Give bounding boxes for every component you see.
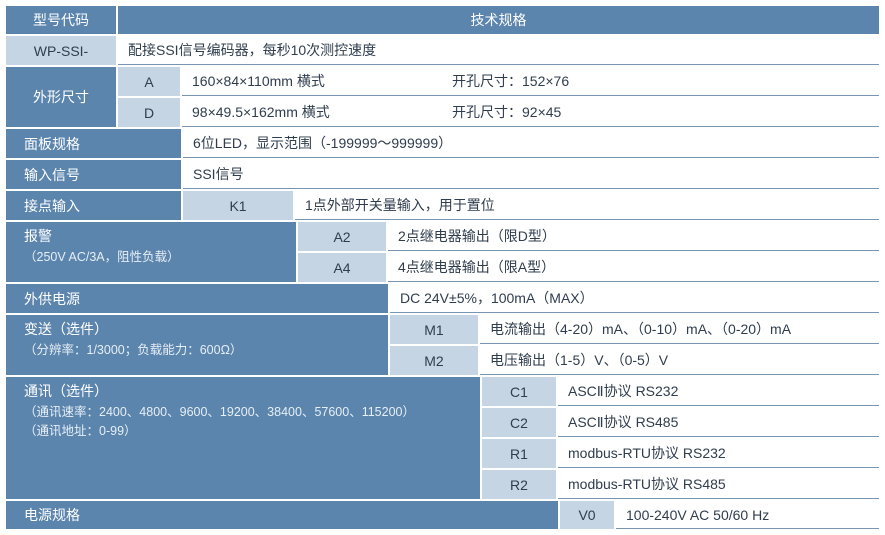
alarm-a4-value: 4点继电器输出（限A型）	[388, 253, 879, 282]
row-contact: 接点输入 K1 1点外部开关量输入，用于置位	[6, 191, 879, 220]
alarm-label-cell: 报警 （250V AC/3A，阻性负载）	[6, 222, 296, 282]
comm-c2-value: ASCⅡ协议 RS485	[558, 408, 879, 437]
header-row: 型号代码 技术规格	[6, 6, 879, 34]
wpssi-value: 配接SSI信号编码器，每秒10次测控速度	[118, 36, 879, 65]
row-input: 输入信号 SSI信号	[6, 160, 879, 189]
comm-r2-code: R2	[482, 470, 556, 499]
shape-a-code: A	[118, 67, 180, 96]
comm-sub1: （通讯速率：2400、4800、9600、19200、38400、57600、1…	[24, 401, 415, 420]
trans-label: 变送（选件）	[24, 319, 108, 339]
shape-d-code: D	[118, 98, 180, 127]
spec-table: 型号代码 技术规格 WP-SSI- 配接SSI信号编码器，每秒10次测控速度 外…	[6, 6, 879, 529]
alarm-a2-value: 2点继电器输出（限D型）	[388, 222, 879, 251]
shape-a-value: 160×84×110mm 横式 开孔尺寸：152×76	[182, 67, 879, 96]
contact-value: 1点外部开关量输入，用于置位	[295, 191, 879, 220]
shape-a-hole: 开孔尺寸：152×76	[452, 71, 869, 91]
comm-sub2: （通讯地址：0-99）	[24, 420, 137, 439]
header-model: 型号代码	[6, 6, 116, 34]
shape-a-dim: 160×84×110mm 横式	[192, 71, 452, 91]
alarm-sub: （250V AC/3A，阻性负载）	[24, 246, 180, 265]
trans-m2-code: M2	[390, 346, 478, 375]
comm-rows: C1 ASCⅡ协议 RS232 C2 ASCⅡ协议 RS485 R1 modbu…	[482, 377, 879, 499]
input-label: 输入信号	[6, 160, 181, 189]
power-value: 100-240V AC 50/60 Hz	[616, 501, 879, 529]
alarm-a4-code: A4	[298, 253, 386, 282]
comm-label: 通讯（选件）	[24, 381, 108, 401]
comm-label-cell: 通讯（选件） （通讯速率：2400、4800、9600、19200、38400、…	[6, 377, 480, 499]
trans-label-cell: 变送（选件） （分辨率：1/3000；负载能力：600Ω）	[6, 315, 388, 375]
shape-d-value: 98×49.5×162mm 横式 开孔尺寸：92×45	[182, 98, 879, 127]
comm-r1-code: R1	[482, 439, 556, 468]
extpower-value: DC 24V±5%，100mA（MAX）	[390, 284, 879, 313]
row-extpower: 外供电源 DC 24V±5%，100mA（MAX）	[6, 284, 879, 313]
power-code: V0	[560, 501, 614, 529]
trans-sub: （分辨率：1/3000；负载能力：600Ω）	[24, 339, 242, 358]
row-alarm: 报警 （250V AC/3A，阻性负载） A2 2点继电器输出（限D型） A4 …	[6, 222, 879, 282]
comm-r2-value: modbus-RTU协议 RS485	[558, 470, 879, 499]
input-value: SSI信号	[183, 160, 879, 189]
shape-d-dim: 98×49.5×162mm 横式	[192, 102, 452, 122]
contact-code: K1	[183, 191, 293, 220]
row-shape: 外形尺寸 A 160×84×110mm 横式 开孔尺寸：152×76 D 98×…	[6, 67, 879, 127]
comm-c1-code: C1	[482, 377, 556, 406]
row-wpssi: WP-SSI- 配接SSI信号编码器，每秒10次测控速度	[6, 36, 879, 65]
trans-m2-value: 电压输出（1-5）V、（0-5）V	[480, 346, 879, 375]
shape-d-hole: 开孔尺寸：92×45	[452, 102, 869, 122]
row-trans: 变送（选件） （分辨率：1/3000；负载能力：600Ω） M1 电流输出（4-…	[6, 315, 879, 375]
row-power: 电源规格 V0 100-240V AC 50/60 Hz	[6, 501, 879, 529]
alarm-rows: A2 2点继电器输出（限D型） A4 4点继电器输出（限A型）	[298, 222, 879, 282]
trans-rows: M1 电流输出（4-20）mA、（0-10）mA、（0-20）mA M2 电压输…	[390, 315, 879, 375]
row-panel: 面板规格 6位LED，显示范围（-199999～999999）	[6, 129, 879, 158]
panel-value: 6位LED，显示范围（-199999～999999）	[183, 129, 879, 158]
alarm-label: 报警	[24, 226, 52, 246]
panel-label: 面板规格	[6, 129, 181, 158]
extpower-label: 外供电源	[6, 284, 388, 313]
alarm-a2-code: A2	[298, 222, 386, 251]
comm-r1-value: modbus-RTU协议 RS232	[558, 439, 879, 468]
row-comm: 通讯（选件） （通讯速率：2400、4800、9600、19200、38400、…	[6, 377, 879, 499]
shape-rows: A 160×84×110mm 横式 开孔尺寸：152×76 D 98×49.5×…	[118, 67, 879, 127]
trans-m1-code: M1	[390, 315, 478, 344]
shape-label: 外形尺寸	[6, 67, 116, 127]
comm-c1-value: ASCⅡ协议 RS232	[558, 377, 879, 406]
header-spec: 技术规格	[118, 6, 879, 34]
contact-label: 接点输入	[6, 191, 181, 220]
comm-c2-code: C2	[482, 408, 556, 437]
wpssi-label: WP-SSI-	[6, 36, 116, 65]
trans-m1-value: 电流输出（4-20）mA、（0-10）mA、（0-20）mA	[480, 315, 879, 344]
power-label: 电源规格	[6, 501, 558, 529]
